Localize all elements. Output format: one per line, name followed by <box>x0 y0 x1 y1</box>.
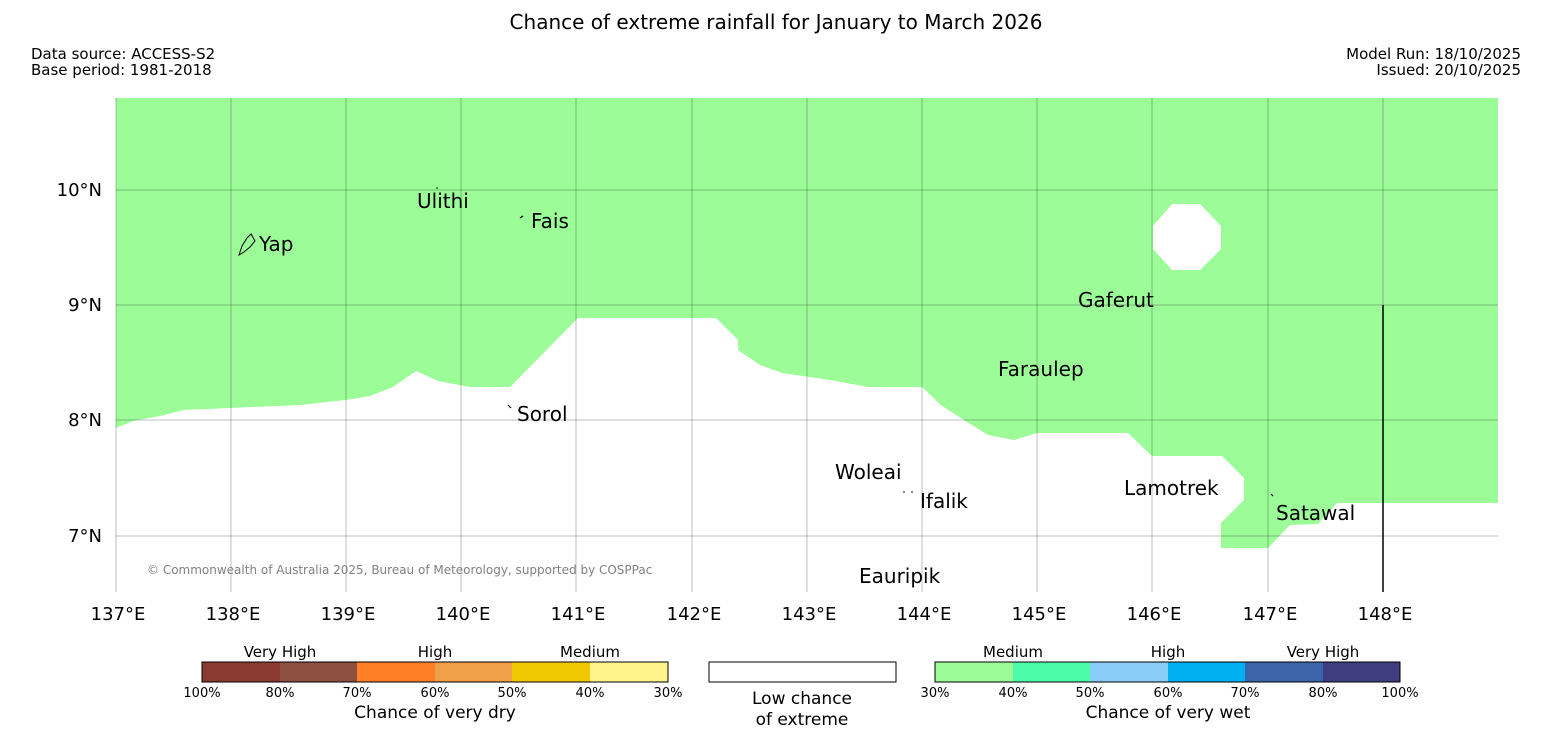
legend-wet: Medium High Very High 30% 40% 50% 60% 70… <box>921 643 1419 723</box>
dry-swatch <box>280 662 357 682</box>
map-title: Chance of extreme rainfall for January t… <box>509 10 1043 34</box>
meta-left: Data source: ACCESS-S2 Base period: 1981… <box>31 46 215 78</box>
lat-label-9n: 9°N <box>68 295 102 316</box>
legend-dry: Very High High Medium 100% 80% 70% 60% 5… <box>183 643 682 723</box>
low-chance-line1: Low chance <box>752 689 852 709</box>
lon-label-141e: 141°E <box>551 604 606 625</box>
dry-tick: 70% <box>343 686 372 701</box>
woleai-dot <box>903 491 905 493</box>
data-source: Data source: ACCESS-S2 <box>31 45 216 63</box>
yap-island-outline <box>238 233 256 257</box>
label-gaferut: Gaferut <box>1078 288 1154 312</box>
dry-swatch <box>202 662 280 682</box>
wet-tick: 60% <box>1154 686 1183 701</box>
lon-label-137e: 137°E <box>91 604 146 625</box>
lat-label-8n: 8°N <box>68 410 102 431</box>
dry-cat-very-high: Very High <box>244 643 317 661</box>
label-ifalik: Ifalik <box>920 489 968 513</box>
wet-tick: 40% <box>999 686 1028 701</box>
ifalik-dot <box>911 491 913 493</box>
lon-label-145e: 145°E <box>1012 604 1067 625</box>
label-lamotrek: Lamotrek <box>1124 476 1219 500</box>
copyright-note: © Commonwealth of Australia 2025, Bureau… <box>147 563 652 577</box>
label-faraulep: Faraulep <box>998 357 1084 381</box>
dry-cat-high: High <box>418 643 452 661</box>
lon-label-143e: 143°E <box>782 604 837 625</box>
issued-date: Issued: 20/10/2025 <box>1376 61 1521 79</box>
wet-cat-medium: Medium <box>983 643 1043 661</box>
wet-swatch <box>1013 662 1090 682</box>
low-chance-line2: of extreme <box>756 710 849 730</box>
lon-label-138e: 138°E <box>206 604 261 625</box>
lon-label-142e: 142°E <box>667 604 722 625</box>
lon-label-147e: 147°E <box>1243 604 1298 625</box>
wet-tick: 80% <box>1309 686 1338 701</box>
label-eauripik: Eauripik <box>859 564 941 588</box>
label-woleai: Woleai <box>835 460 902 484</box>
dry-swatch <box>590 662 668 682</box>
wet-cat-very-high: Very High <box>1287 643 1360 661</box>
label-sorol: Sorol <box>517 402 568 426</box>
dry-tick: 60% <box>421 686 450 701</box>
dry-tick: 50% <box>498 686 527 701</box>
wet-colorbar-frame <box>934 661 1401 683</box>
base-period: Base period: 1981-2018 <box>31 61 212 79</box>
satawal-dot <box>1270 493 1274 497</box>
lon-label-144e: 144°E <box>897 604 952 625</box>
wet-swatch <box>1168 662 1245 682</box>
wet-tick: 50% <box>1076 686 1105 701</box>
meta-right: Model Run: 18/10/2025 Issued: 20/10/2025 <box>1346 46 1521 78</box>
wet-swatch <box>1090 662 1168 682</box>
lon-label-146e: 146°E <box>1127 604 1182 625</box>
wet-swatch <box>935 662 1013 682</box>
dry-swatch <box>512 662 590 682</box>
wet-tick: 100% <box>1381 686 1418 701</box>
dry-tick: 30% <box>654 686 683 701</box>
low-chance-swatch <box>708 661 897 683</box>
fais-dot <box>519 215 524 219</box>
medium-chance-region <box>116 98 1498 548</box>
model-run: Model Run: 18/10/2025 <box>1346 45 1521 63</box>
dry-colorbar-frame <box>201 661 669 683</box>
dry-swatch <box>357 662 435 682</box>
ulithi-dot <box>436 187 438 189</box>
lon-label-148e: 148°E <box>1358 604 1413 625</box>
lon-label-139e: 139°E <box>321 604 376 625</box>
wet-cat-high: High <box>1151 643 1185 661</box>
sorol-dot <box>507 404 512 409</box>
wet-tick: 70% <box>1231 686 1260 701</box>
wet-tick: 30% <box>921 686 950 701</box>
legend-low: Low chance of extreme <box>708 661 897 730</box>
label-yap: Yap <box>258 232 293 256</box>
dry-cat-medium: Medium <box>560 643 620 661</box>
wet-legend-title: Chance of very wet <box>1086 703 1251 723</box>
dry-swatch <box>435 662 512 682</box>
dry-tick: 40% <box>576 686 605 701</box>
lon-label-140e: 140°E <box>436 604 491 625</box>
label-ulithi: Ulithi <box>417 189 469 213</box>
lat-label-7n: 7°N <box>68 526 102 547</box>
label-satawal: Satawal <box>1276 501 1355 525</box>
lat-label-10n: 10°N <box>57 180 102 201</box>
dry-legend-title: Chance of very dry <box>354 703 516 723</box>
dry-tick: 100% <box>183 686 220 701</box>
wet-swatch <box>1323 662 1400 682</box>
wet-swatch <box>1245 662 1323 682</box>
dry-tick: 80% <box>266 686 295 701</box>
label-fais: Fais <box>531 209 569 233</box>
